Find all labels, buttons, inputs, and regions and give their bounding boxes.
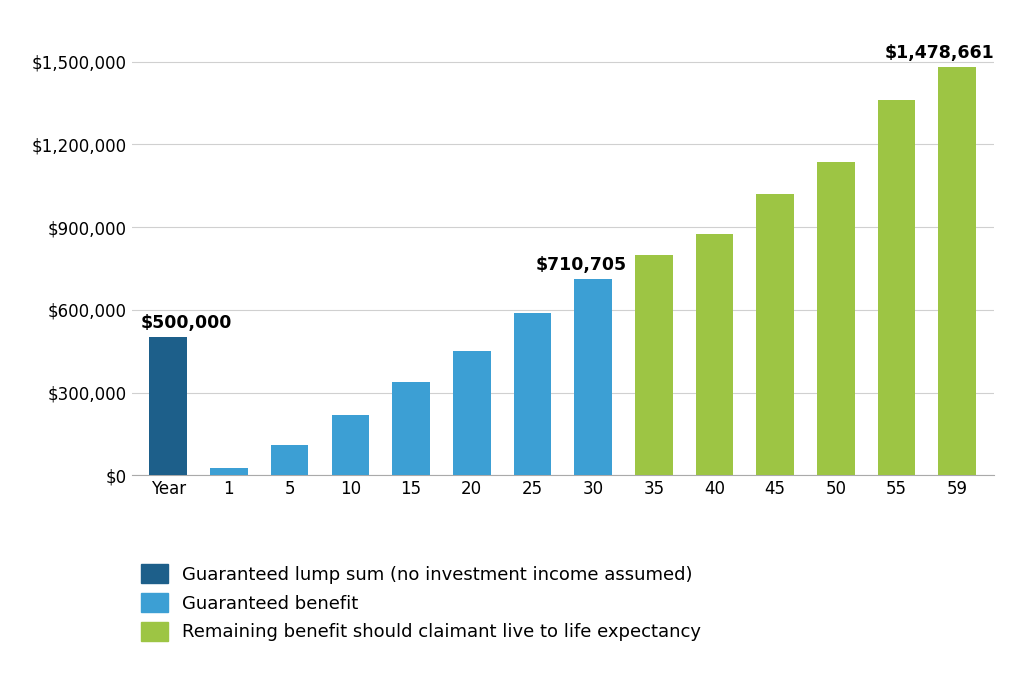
Legend: Guaranteed lump sum (no investment income assumed), Guaranteed benefit, Remainin: Guaranteed lump sum (no investment incom…	[141, 564, 702, 642]
Bar	[210, 468, 247, 475]
Bar	[271, 445, 308, 475]
Text: $710,705: $710,705	[535, 256, 627, 274]
Bar	[514, 312, 552, 475]
Bar	[878, 100, 916, 475]
Bar	[453, 351, 491, 475]
Bar	[332, 415, 369, 475]
Bar	[635, 255, 672, 475]
Bar	[817, 162, 855, 475]
Bar	[939, 67, 976, 475]
Bar	[696, 234, 733, 475]
Text: $500,000: $500,000	[141, 314, 232, 332]
Text: $1,478,661: $1,478,661	[884, 44, 994, 62]
Bar	[149, 337, 187, 475]
Bar	[392, 382, 430, 475]
Bar	[756, 194, 794, 475]
Bar	[574, 279, 611, 475]
